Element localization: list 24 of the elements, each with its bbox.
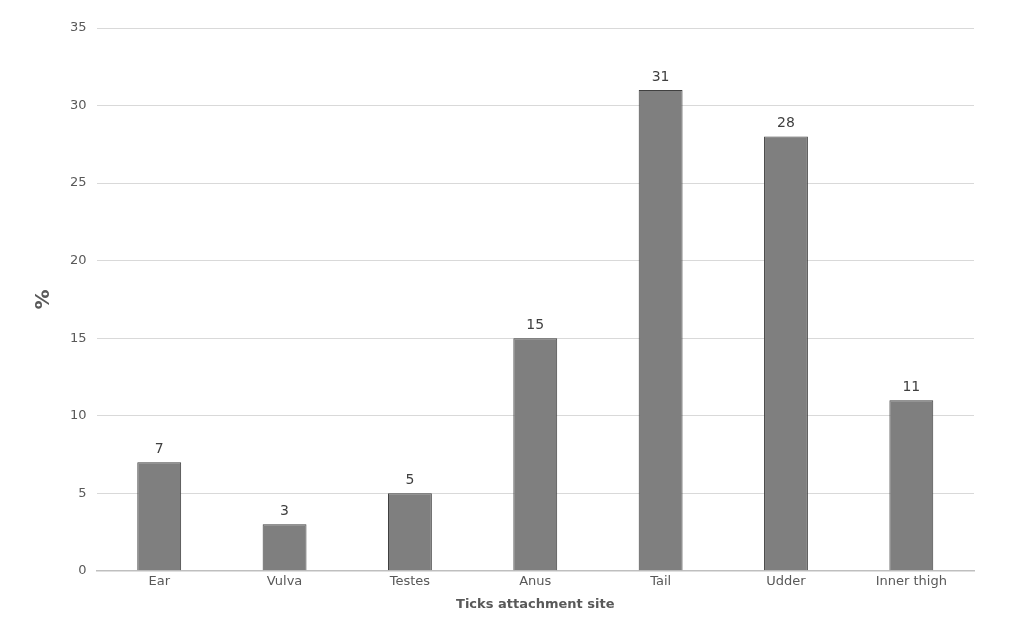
data-label: 7	[154, 439, 164, 456]
data-label: 11	[902, 377, 921, 394]
x-tick-label: Anus	[519, 572, 552, 588]
x-tick-label: Vulva	[266, 572, 303, 588]
y-tick-label: 15	[70, 329, 87, 345]
data-label: 28	[777, 114, 795, 131]
x-tick-label: Testes	[388, 572, 431, 588]
x-tick-label: Udder	[766, 572, 807, 588]
x-tick-label: Ear	[148, 572, 171, 588]
y-axis-title: %	[30, 289, 55, 310]
data-label: 31	[651, 67, 670, 84]
y-tick-label: 20	[70, 252, 87, 267]
x-tick-label: Inner thigh	[875, 572, 947, 588]
x-axis-title: Ticks attachment site	[456, 595, 615, 611]
y-tick-label: 25	[70, 174, 87, 190]
data-label: 15	[526, 315, 545, 332]
data-label: 5	[405, 470, 415, 487]
y-tick-label: 35	[70, 19, 87, 35]
y-tick-label: 5	[78, 484, 87, 500]
x-tick-label: Tail	[649, 572, 672, 588]
data-label: 3	[280, 501, 290, 518]
y-tick-label: 30	[70, 96, 87, 112]
y-tick-label: 0	[78, 562, 87, 578]
y-tick-label: 10	[70, 407, 87, 423]
